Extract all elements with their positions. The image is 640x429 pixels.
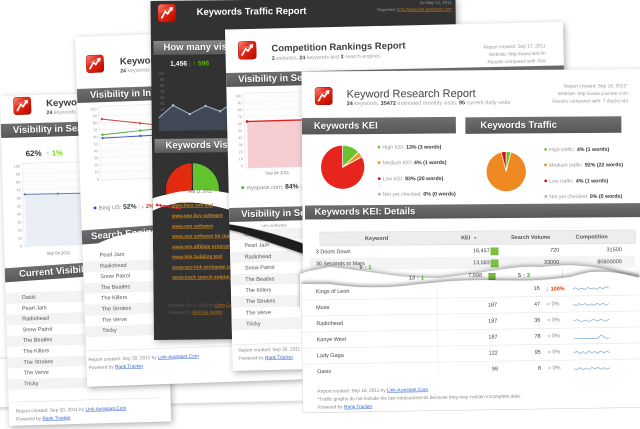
svg-text:100: 100 [90, 107, 96, 111]
svg-text:80: 80 [16, 180, 20, 184]
svg-text:70: 70 [160, 90, 164, 94]
svg-text:100: 100 [158, 72, 164, 76]
svg-text:40: 40 [17, 212, 21, 216]
svg-text:50: 50 [17, 204, 21, 208]
svg-text:60: 60 [238, 122, 242, 126]
svg-text:20: 20 [94, 163, 98, 167]
svg-text:90: 90 [237, 101, 241, 105]
svg-text:10: 10 [239, 157, 243, 161]
svg-text:20: 20 [18, 228, 22, 232]
svg-text:80: 80 [93, 121, 97, 125]
svg-text:40: 40 [94, 149, 98, 153]
svg-text:60: 60 [17, 196, 21, 200]
svg-text:90: 90 [160, 78, 164, 82]
svg-text:10: 10 [18, 236, 22, 240]
svg-text:0: 0 [20, 244, 22, 248]
svg-text:20: 20 [239, 150, 243, 154]
svg-text:0: 0 [241, 164, 243, 168]
svg-text:50: 50 [160, 102, 164, 106]
svg-text:70: 70 [238, 115, 242, 119]
svg-text:100: 100 [235, 94, 241, 98]
svg-text:100: 100 [14, 164, 20, 168]
svg-text:30: 30 [238, 143, 242, 147]
svg-text:80: 80 [238, 108, 242, 112]
svg-text:90: 90 [93, 114, 97, 118]
svg-text:0: 0 [97, 177, 99, 181]
svg-text:90: 90 [16, 172, 20, 176]
svg-text:50: 50 [94, 142, 98, 146]
svg-text:60: 60 [93, 135, 97, 139]
svg-text:40: 40 [238, 136, 242, 140]
svg-text:70: 70 [16, 188, 20, 192]
svg-text:50: 50 [238, 129, 242, 133]
svg-text:10: 10 [94, 170, 98, 174]
svg-text:30: 30 [17, 220, 21, 224]
svg-text:40: 40 [160, 108, 164, 112]
svg-text:70: 70 [93, 128, 97, 132]
svg-text:30: 30 [94, 156, 98, 160]
svg-text:60: 60 [160, 96, 164, 100]
svg-text:80: 80 [160, 84, 164, 88]
